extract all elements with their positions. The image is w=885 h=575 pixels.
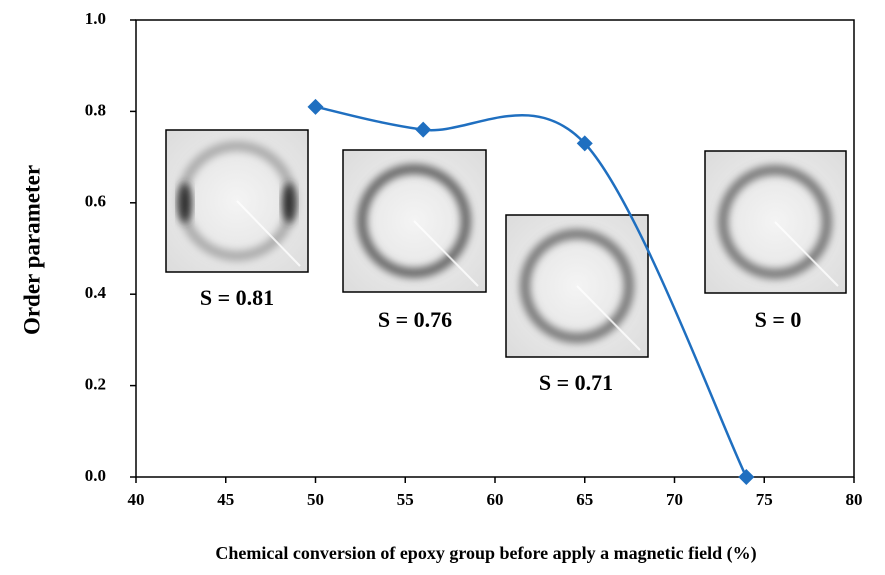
y-tick-label: 0.2 (85, 375, 106, 394)
annotation: S = 0.71 (539, 370, 613, 395)
y-tick-label: 0.8 (85, 100, 106, 119)
x-tick-label: 45 (217, 490, 234, 509)
annotation: S = 0.76 (378, 307, 452, 332)
annotation: S = 0.81 (200, 285, 274, 310)
marker (307, 98, 324, 115)
inset-frame (165, 129, 309, 273)
inset-image (166, 130, 308, 272)
y-tick-label: 0.0 (85, 466, 106, 485)
x-tick-label: 65 (576, 490, 593, 509)
x-tick-label: 75 (756, 490, 773, 509)
inset-image (705, 151, 846, 293)
marker (738, 469, 755, 485)
x-tick-label: 70 (666, 490, 683, 509)
x-tick-label: 40 (128, 490, 145, 509)
x-tick-label: 55 (397, 490, 414, 509)
y-axis-title: Order parameter (19, 165, 44, 335)
line (315, 105, 748, 478)
inset-frame (704, 150, 847, 294)
x-axis-title: Chemical conversion of epoxy group befor… (215, 543, 756, 564)
marker (415, 121, 432, 138)
y-tick-label: 1.0 (85, 9, 106, 28)
inset-image (506, 215, 648, 357)
x-tick-label: 50 (307, 490, 324, 509)
x-tick-label: 60 (487, 490, 504, 509)
y-tick-label: 0.6 (85, 192, 106, 211)
marker (576, 135, 593, 152)
annotation: S = 0 (755, 307, 802, 332)
inset-frame (342, 149, 487, 293)
y-tick-label: 0.4 (85, 283, 107, 302)
inset-image (343, 150, 486, 292)
inset-frame (505, 214, 649, 358)
x-tick-label: 80 (846, 490, 863, 509)
